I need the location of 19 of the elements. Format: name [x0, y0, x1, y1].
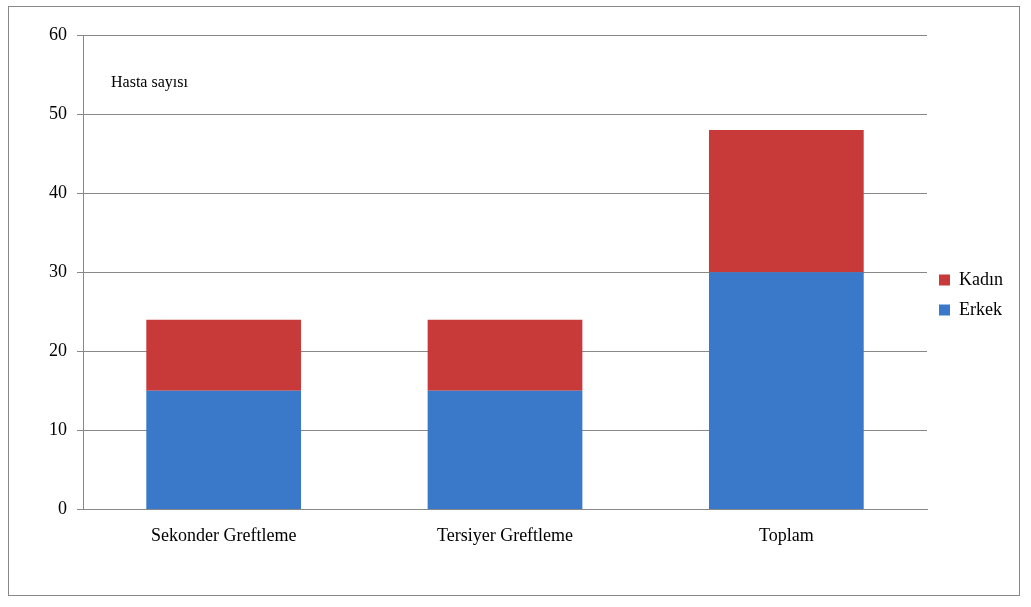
bar	[708, 129, 864, 273]
x-tick-label: Tersiyer Greftleme	[436, 524, 574, 545]
legend-label: Erkek	[959, 298, 1002, 319]
x-tick-label: Toplam	[758, 524, 814, 545]
y-tick-label: 60	[49, 23, 67, 44]
bar	[708, 272, 864, 509]
y-axis-title: Hasta sayısı	[111, 73, 189, 92]
bar	[146, 390, 302, 509]
y-tick-label: 0	[58, 498, 67, 519]
y-tick-label: 30	[49, 260, 67, 281]
y-tick-label: 10	[49, 419, 67, 440]
y-tick-label: 50	[49, 102, 67, 123]
bar	[427, 319, 583, 391]
legend-label: Kadın	[959, 268, 1004, 289]
bar	[146, 319, 302, 391]
bar	[427, 390, 583, 509]
y-tick-label: 40	[49, 181, 67, 202]
y-tick-label: 20	[49, 340, 67, 360]
x-tick-label: Sekonder Greftleme	[150, 524, 297, 545]
